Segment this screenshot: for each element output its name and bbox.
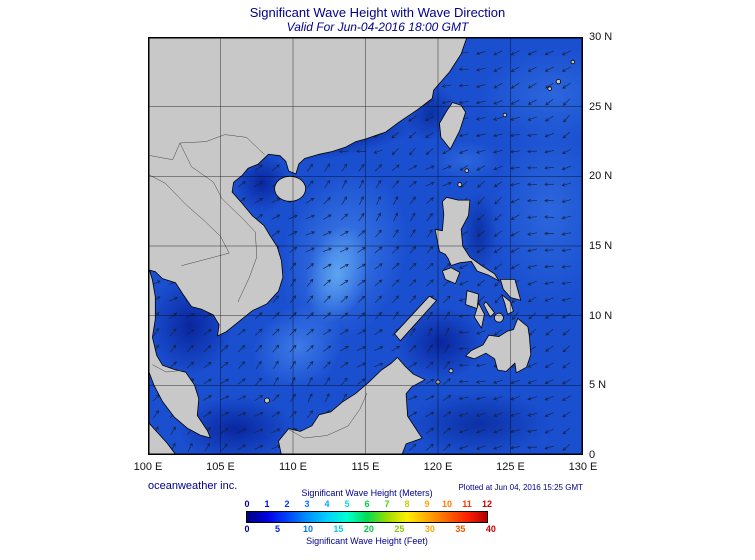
meters-tick: 8 [404, 499, 410, 509]
island-hainan [274, 175, 307, 202]
landmass-borneo [278, 357, 426, 455]
valid-time-subtitle: Valid For Jun-04-2016 18:00 GMT [286, 20, 469, 34]
meters-tick: 6 [364, 499, 370, 509]
island-mindanao [465, 318, 532, 374]
meters-tick: 2 [284, 499, 290, 509]
meters-tick-row: 0 1 2 3 4 5 6 7 8 9 10 11 12 [244, 499, 492, 510]
lat-lon-grid [148, 37, 583, 455]
lon-label: 115 E [351, 461, 380, 473]
lat-label: 5 N [589, 379, 607, 392]
meters-tick: 5 [344, 499, 350, 509]
island-palawan [394, 295, 437, 342]
lat-label: 25 N [589, 100, 613, 113]
meters-scale-title: Significant Wave Height (Meters) [301, 488, 433, 498]
wave-height-colorbar [246, 511, 488, 523]
plotted-timestamp: Plotted at Jun 04, 2016 15:25 GMT [458, 483, 583, 492]
landmass-sumatra [148, 421, 177, 455]
landmass-asia-mainland [148, 37, 468, 439]
island-ryukyu-1 [555, 78, 561, 85]
country-borders [149, 134, 368, 439]
lon-label: 105 E [206, 461, 235, 473]
feet-tick: 30 [424, 524, 435, 534]
feet-tick: 5 [274, 524, 280, 534]
feet-tick: 25 [394, 524, 405, 534]
lat-label: 20 N [589, 170, 613, 183]
meters-tick: 9 [424, 499, 430, 509]
island-cebu [483, 301, 495, 318]
feet-tick: 35 [455, 524, 466, 534]
lon-label: 110 E [279, 461, 307, 473]
island-ryukyu-3 [547, 86, 552, 91]
island-mindoro [442, 267, 461, 284]
feet-tick: 40 [485, 524, 496, 534]
lat-label: 15 N [589, 240, 613, 252]
island-ishigaki [502, 112, 508, 118]
island-natuna [264, 397, 270, 404]
meters-tick: 11 [462, 499, 472, 509]
island-taiwan [439, 102, 466, 150]
island-ryukyu-2 [570, 59, 576, 65]
lon-label: 100 E [133, 461, 163, 473]
lon-label: 120 E [423, 461, 453, 473]
land-masses [148, 37, 576, 455]
lon-label: 125 E [496, 461, 525, 473]
lat-label: 0 [589, 449, 596, 461]
meters-tick: 10 [441, 499, 453, 509]
island-luzon [434, 196, 500, 282]
lat-label: 30 N [589, 31, 613, 43]
island-sulu-1 [448, 368, 454, 374]
lon-label: 130 E [568, 461, 598, 473]
feet-tick: 20 [363, 524, 374, 534]
feet-tick: 10 [302, 524, 313, 534]
island-batanes [464, 168, 469, 173]
feet-tick: 0 [244, 524, 250, 534]
meters-tick: 1 [264, 499, 270, 509]
page-title: Significant Wave Height with Wave Direct… [249, 5, 506, 20]
meters-tick: 0 [244, 499, 250, 509]
oceanweather-credit: oceanweather inc. [148, 480, 238, 492]
feet-scale-title: Significant Wave Height (Feet) [306, 536, 428, 546]
meters-tick: 4 [324, 499, 330, 509]
meters-tick: 3 [304, 499, 310, 509]
wave-height-map [148, 37, 583, 455]
island-bohol [493, 312, 504, 323]
feet-tick: 15 [333, 524, 344, 534]
feet-tick-row: 0 5 10 15 20 25 30 35 40 [244, 524, 495, 535]
meters-tick: 7 [384, 499, 390, 509]
island-babuyan [457, 182, 463, 188]
map-frame [148, 37, 583, 455]
meters-tick: 12 [481, 499, 493, 509]
lat-label: 10 N [589, 309, 613, 322]
